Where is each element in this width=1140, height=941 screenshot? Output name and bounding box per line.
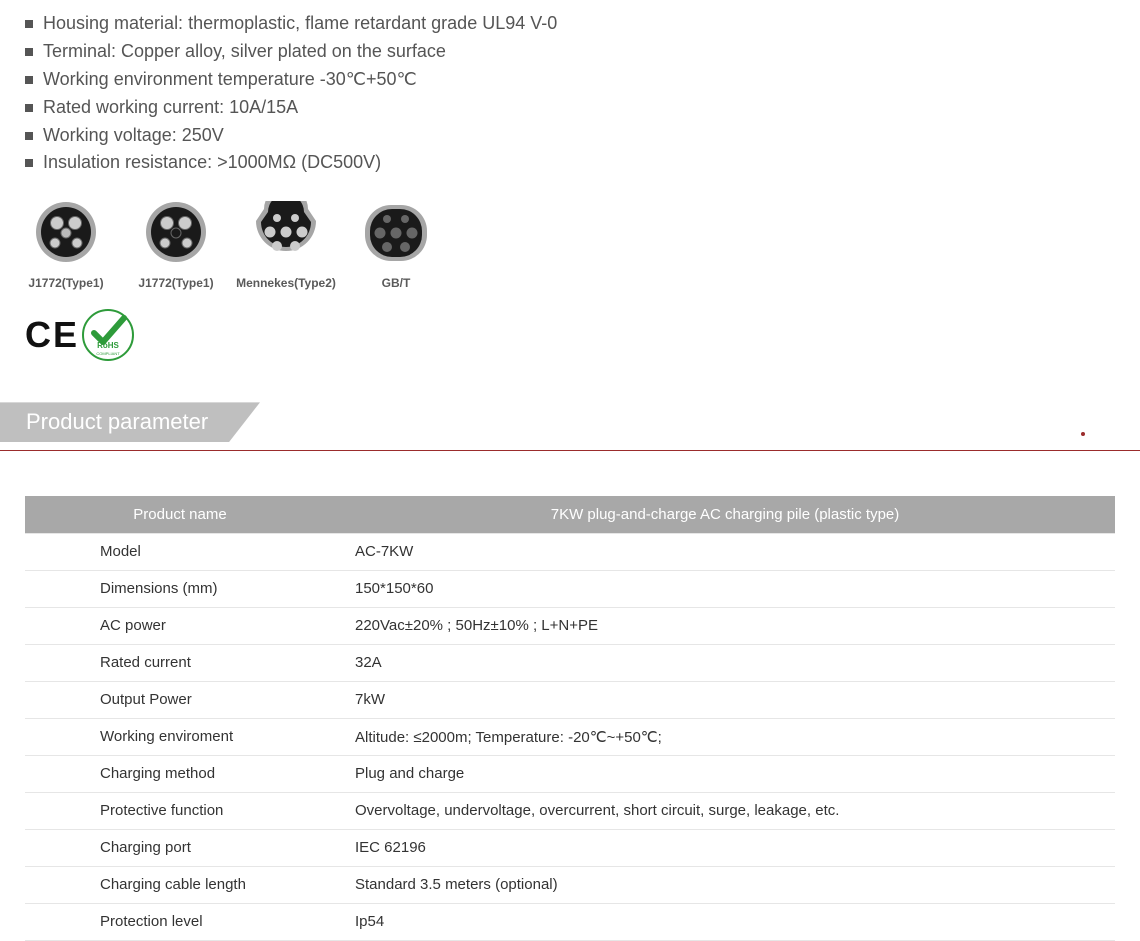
connector-icon — [250, 201, 322, 268]
spec-text: Housing material: thermoplastic, flame r… — [43, 10, 557, 38]
bullet-icon — [25, 20, 33, 28]
param-key: Charging method — [25, 755, 335, 792]
spec-item: Rated working current: 10A/15A — [25, 94, 1115, 122]
bullet-icon — [25, 76, 33, 84]
connector-label: Mennekes(Type2) — [236, 276, 336, 290]
bullet-icon — [25, 132, 33, 140]
param-key: Charging port — [25, 829, 335, 866]
param-key: Working enviroment — [25, 718, 335, 755]
spec-item: Terminal: Copper alloy, silver plated on… — [25, 38, 1115, 66]
bullet-icon — [25, 159, 33, 167]
table-row: Charging portIEC 62196 — [25, 829, 1115, 866]
table-row: Charging methodPlug and charge — [25, 755, 1115, 792]
spec-text: Terminal: Copper alloy, silver plated on… — [43, 38, 446, 66]
param-value: 7kW — [335, 681, 1115, 718]
param-value: Ip54 — [335, 903, 1115, 940]
param-key: Protective function — [25, 792, 335, 829]
param-value: 220Vac±20% ; 50Hz±10% ; L+N+PE — [335, 607, 1115, 644]
param-key: Dimensions (mm) — [25, 570, 335, 607]
table-row: Charging cable lengthStandard 3.5 meters… — [25, 866, 1115, 903]
param-value: IEC 62196 — [335, 829, 1115, 866]
spec-item: Insulation resistance: >1000MΩ (DC500V) — [25, 149, 1115, 177]
table-header-left: Product name — [25, 496, 335, 533]
connector-item: J1772(Type1) — [135, 201, 217, 290]
table-row: Output Power7kW — [25, 681, 1115, 718]
connector-item: J1772(Type1) — [25, 201, 107, 290]
spec-item: Working voltage: 250V — [25, 122, 1115, 150]
connector-row: J1772(Type1) J1772(Type1) Mennekes(Type2… — [25, 201, 1115, 290]
table-header-right: 7KW plug-and-charge AC charging pile (pl… — [335, 496, 1115, 533]
spec-item: Working environment temperature -30℃+50℃ — [25, 66, 1115, 94]
spec-list: Housing material: thermoplastic, flame r… — [25, 10, 1115, 177]
param-value: AC-7KW — [335, 533, 1115, 570]
connector-icon — [30, 201, 102, 268]
param-key: Output Power — [25, 681, 335, 718]
param-key: Rated current — [25, 644, 335, 681]
spec-item: Housing material: thermoplastic, flame r… — [25, 10, 1115, 38]
header-dot — [1081, 432, 1085, 436]
svg-text:COMPLIANT: COMPLIANT — [96, 351, 120, 356]
param-key: Model — [25, 533, 335, 570]
param-value: 150*150*60 — [335, 570, 1115, 607]
section-rule — [0, 450, 1140, 451]
param-key: AC power — [25, 607, 335, 644]
spec-text: Insulation resistance: >1000MΩ (DC500V) — [43, 149, 381, 177]
connector-icon — [360, 201, 432, 268]
spec-text: Working environment temperature -30℃+50℃ — [43, 66, 417, 94]
ce-mark-icon: C E — [25, 314, 73, 356]
table-row: Rated current32A — [25, 644, 1115, 681]
param-value: Overvoltage, undervoltage, overcurrent, … — [335, 792, 1115, 829]
connector-icon — [140, 201, 212, 268]
table-row: Protective functionOvervoltage, undervol… — [25, 792, 1115, 829]
table-header-row: Product name 7KW plug-and-charge AC char… — [25, 496, 1115, 533]
section-header: Product parameter — [25, 402, 1115, 442]
param-key: Protection level — [25, 903, 335, 940]
rohs-text: RoHS — [97, 341, 119, 350]
param-key: Charging cable length — [25, 866, 335, 903]
parameter-table: Product name 7KW plug-and-charge AC char… — [25, 496, 1115, 941]
param-value: Standard 3.5 meters (optional) — [335, 866, 1115, 903]
section-title: Product parameter — [26, 409, 208, 435]
table-row: ModelAC-7KW — [25, 533, 1115, 570]
connector-item: GB/T — [355, 201, 437, 290]
bullet-icon — [25, 104, 33, 112]
param-value: 32A — [335, 644, 1115, 681]
table-row: AC power220Vac±20% ; 50Hz±10% ; L+N+PE — [25, 607, 1115, 644]
spec-text: Rated working current: 10A/15A — [43, 94, 298, 122]
param-value: Plug and charge — [335, 755, 1115, 792]
table-row: Working enviromentAltitude: ≤2000m; Temp… — [25, 718, 1115, 755]
table-row: Protection levelIp54 — [25, 903, 1115, 940]
connector-label: GB/T — [382, 276, 411, 290]
table-row: Dimensions (mm)150*150*60 — [25, 570, 1115, 607]
bullet-icon — [25, 48, 33, 56]
param-value: Altitude: ≤2000m; Temperature: -20℃~+50℃… — [335, 718, 1115, 755]
connector-label: J1772(Type1) — [138, 276, 213, 290]
connector-item: Mennekes(Type2) — [245, 201, 327, 290]
connector-label: J1772(Type1) — [28, 276, 103, 290]
certification-badges: C E RoHS COMPLIANT — [25, 308, 1115, 362]
spec-text: Working voltage: 250V — [43, 122, 224, 150]
rohs-badge-icon: RoHS COMPLIANT — [81, 308, 135, 362]
